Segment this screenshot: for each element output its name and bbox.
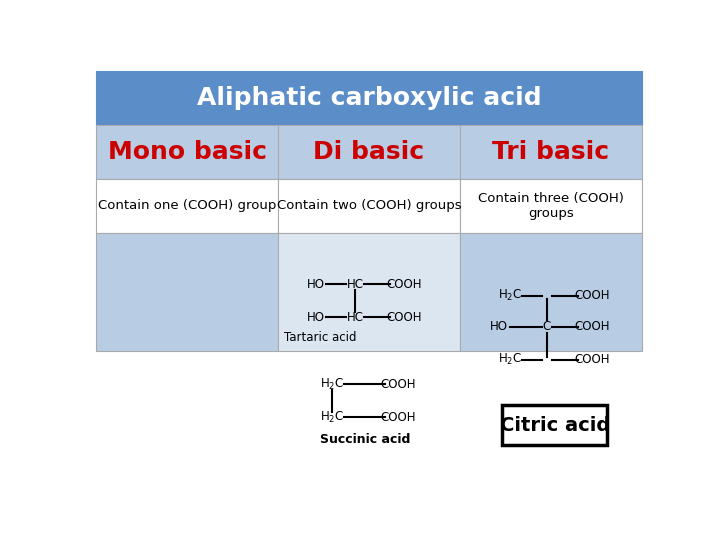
Bar: [503, 405, 607, 445]
Bar: [96, 125, 278, 179]
Text: HO: HO: [307, 278, 325, 291]
Text: Contain three (COOH)
groups: Contain three (COOH) groups: [478, 192, 624, 220]
Text: C: C: [543, 320, 551, 333]
Text: Aliphatic carboxylic acid: Aliphatic carboxylic acid: [197, 86, 541, 110]
Text: HC: HC: [346, 278, 364, 291]
Text: Tartaric acid: Tartaric acid: [284, 330, 357, 343]
Text: H$_2$C: H$_2$C: [320, 410, 344, 425]
Text: COOH: COOH: [574, 289, 610, 302]
Text: COOH: COOH: [381, 411, 416, 424]
Text: Mono basic: Mono basic: [107, 140, 266, 164]
Text: Citric acid: Citric acid: [500, 416, 610, 435]
Text: HC: HC: [346, 311, 364, 324]
Text: COOH: COOH: [574, 320, 610, 333]
Bar: [278, 179, 460, 233]
Text: HO: HO: [307, 311, 325, 324]
Text: H$_2$C: H$_2$C: [498, 288, 522, 303]
Bar: [278, 233, 460, 351]
Text: Tri basic: Tri basic: [492, 140, 609, 164]
Bar: [278, 125, 460, 179]
Bar: [460, 125, 642, 179]
Bar: [460, 179, 642, 233]
Text: H$_2$C: H$_2$C: [498, 352, 522, 367]
Text: COOH: COOH: [381, 378, 416, 391]
Text: Succinic acid: Succinic acid: [320, 433, 410, 446]
Bar: [96, 179, 278, 233]
Bar: [96, 233, 278, 351]
Bar: [96, 71, 642, 125]
Text: COOH: COOH: [386, 278, 422, 291]
Text: H$_2$C: H$_2$C: [320, 377, 344, 392]
Text: Di basic: Di basic: [313, 140, 425, 164]
Text: COOH: COOH: [574, 353, 610, 366]
Text: Contain two (COOH) groups: Contain two (COOH) groups: [276, 199, 462, 212]
Text: HO: HO: [490, 320, 508, 333]
Bar: [460, 233, 642, 351]
Text: Contain one (COOH) group: Contain one (COOH) group: [98, 199, 276, 212]
Text: COOH: COOH: [386, 311, 422, 324]
